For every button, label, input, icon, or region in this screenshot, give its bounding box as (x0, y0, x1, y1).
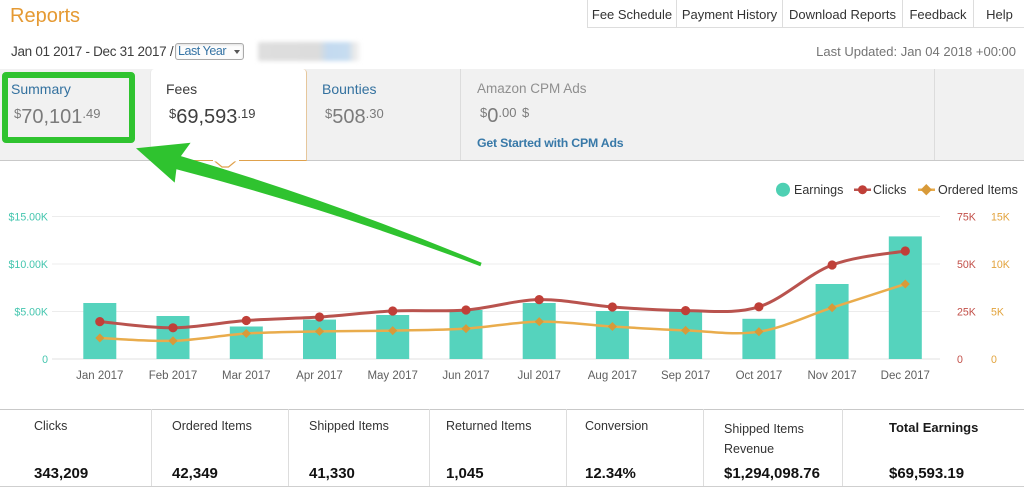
svg-text:Jul 2017: Jul 2017 (517, 370, 560, 382)
svg-text:Nov 2017: Nov 2017 (807, 370, 856, 382)
svg-text:5K: 5K (991, 307, 1004, 319)
svg-text:0: 0 (991, 354, 997, 366)
svg-text:75K: 75K (957, 212, 976, 224)
svg-text:15K: 15K (991, 212, 1010, 224)
svg-text:Mar 2017: Mar 2017 (222, 370, 271, 382)
svg-text:50K: 50K (957, 259, 976, 271)
svg-text:Apr 2017: Apr 2017 (296, 370, 343, 382)
svg-text:Dec 2017: Dec 2017 (881, 370, 930, 382)
svg-text:Feb 2017: Feb 2017 (149, 370, 198, 382)
svg-text:Earnings: Earnings (794, 183, 843, 197)
svg-text:$5.00K: $5.00K (14, 307, 48, 319)
svg-text:May 2017: May 2017 (367, 370, 418, 382)
svg-text:Oct 2017: Oct 2017 (736, 370, 783, 382)
svg-text:Ordered Items: Ordered Items (938, 183, 1018, 197)
svg-text:Clicks: Clicks (873, 183, 906, 197)
svg-text:10K: 10K (991, 259, 1010, 271)
svg-text:$10.00K: $10.00K (9, 259, 48, 271)
svg-text:0: 0 (957, 354, 963, 366)
svg-text:25K: 25K (957, 307, 976, 319)
svg-text:Sep 2017: Sep 2017 (661, 370, 710, 382)
svg-text:Jan 2017: Jan 2017 (76, 370, 123, 382)
svg-text:Jun 2017: Jun 2017 (442, 370, 489, 382)
svg-text:Aug 2017: Aug 2017 (588, 370, 637, 382)
svg-text:0: 0 (42, 354, 48, 366)
svg-text:$15.00K: $15.00K (9, 212, 48, 224)
